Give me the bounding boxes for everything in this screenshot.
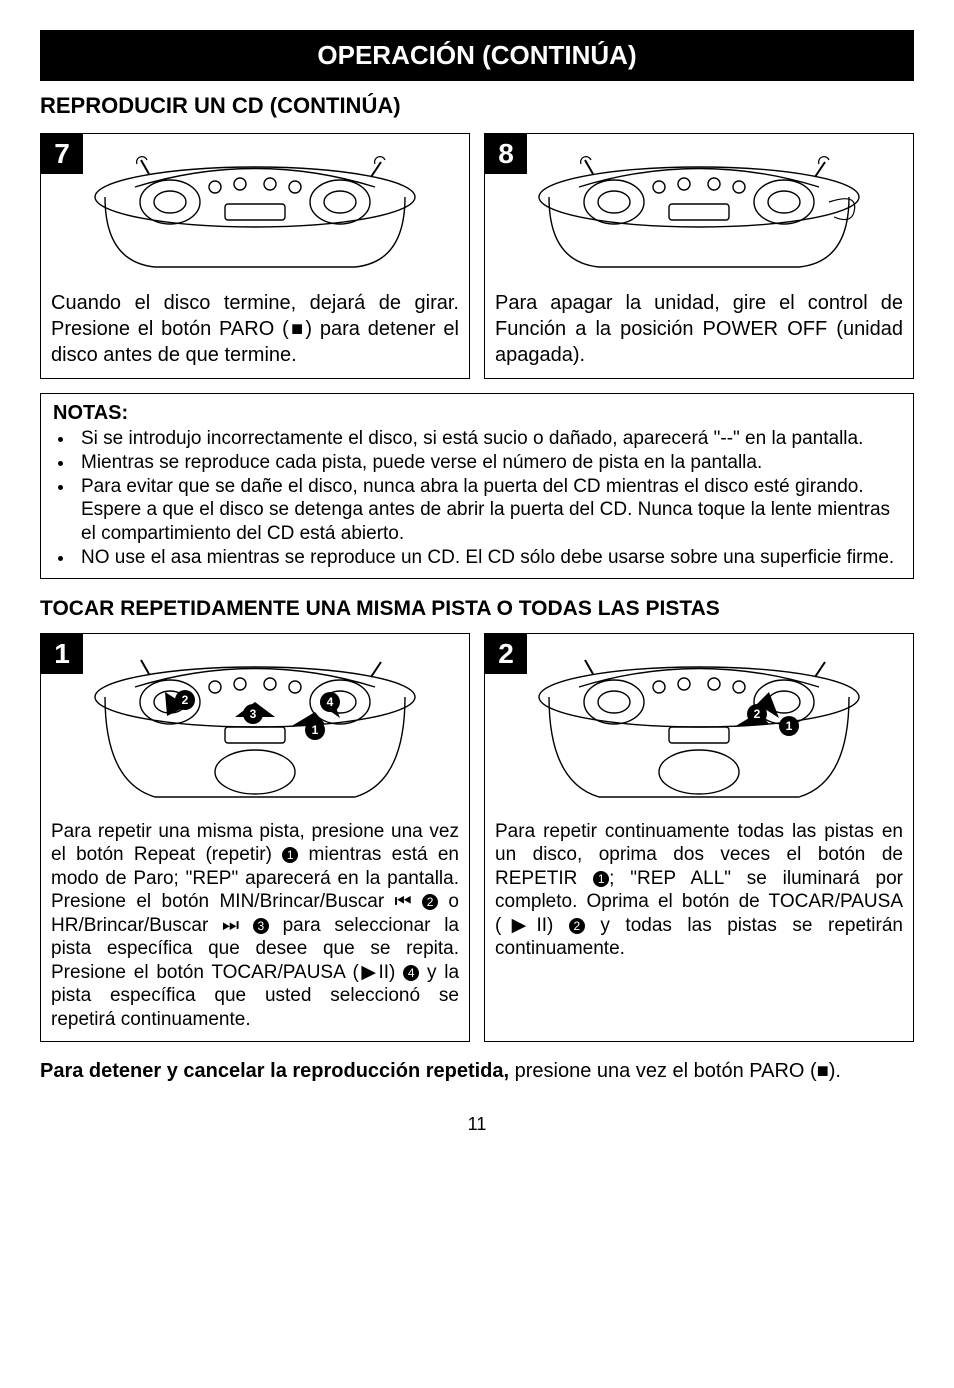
svg-text:1: 1	[786, 719, 793, 733]
boombox-diagram-repeat-1: 2 3 1 4	[75, 642, 435, 812]
step-1-text: Para repetir una misma pista, presione u…	[41, 816, 469, 1032]
step-2-text: Para repetir continuamente todas las pis…	[485, 816, 913, 961]
notes-title: NOTAS:	[53, 402, 901, 425]
notes-list: Si se introdujo incorrectamente el disco…	[53, 427, 901, 570]
svg-text:3: 3	[250, 707, 257, 721]
bottom-bold: Para detener y cancelar la reproducción …	[40, 1060, 509, 1082]
bottom-instruction: Para detener y cancelar la reproducción …	[40, 1058, 914, 1084]
step-number: 1	[41, 634, 83, 674]
step-1-box: 1	[40, 633, 470, 1043]
step-number: 2	[485, 634, 527, 674]
list-item: Si se introdujo incorrectamente el disco…	[75, 427, 901, 451]
step-number: 7	[41, 134, 83, 174]
step-8-box: 8	[484, 133, 914, 379]
svg-text:1: 1	[312, 723, 319, 737]
boombox-diagram-7	[75, 142, 435, 282]
step-2-box: 2	[484, 633, 914, 1043]
svg-text:2: 2	[754, 707, 761, 721]
svg-text:2: 2	[182, 693, 189, 707]
bottom-steps-row: 1	[40, 633, 914, 1043]
boombox-diagram-8	[519, 142, 879, 282]
list-item: Para evitar que se dañe el disco, nunca …	[75, 475, 901, 546]
page-number: 11	[40, 1114, 914, 1135]
section-title-repeat: TOCAR REPETIDAMENTE UNA MISMA PISTA O TO…	[40, 597, 914, 621]
step-number: 8	[485, 134, 527, 174]
bottom-rest: presione una vez el botón PARO (■).	[509, 1060, 841, 1082]
svg-text:4: 4	[327, 695, 334, 709]
section-title-reproducir: REPRODUCIR UN CD (CONTINÚA)	[40, 93, 914, 119]
list-item: NO use el asa mientras se reproduce un C…	[75, 546, 901, 570]
boombox-diagram-repeat-2: 2 1	[519, 642, 879, 812]
step-7-text: Cuando el disco termine, dejará de girar…	[41, 286, 469, 368]
top-steps-row: 7	[40, 133, 914, 379]
list-item: Mientras se reproduce cada pista, puede …	[75, 451, 901, 475]
page-header: OPERACIÓN (CONTINÚA)	[40, 30, 914, 81]
step-7-box: 7	[40, 133, 470, 379]
notes-box: NOTAS: Si se introdujo incorrectamente e…	[40, 393, 914, 579]
step-8-text: Para apagar la unidad, gire el control d…	[485, 286, 913, 368]
